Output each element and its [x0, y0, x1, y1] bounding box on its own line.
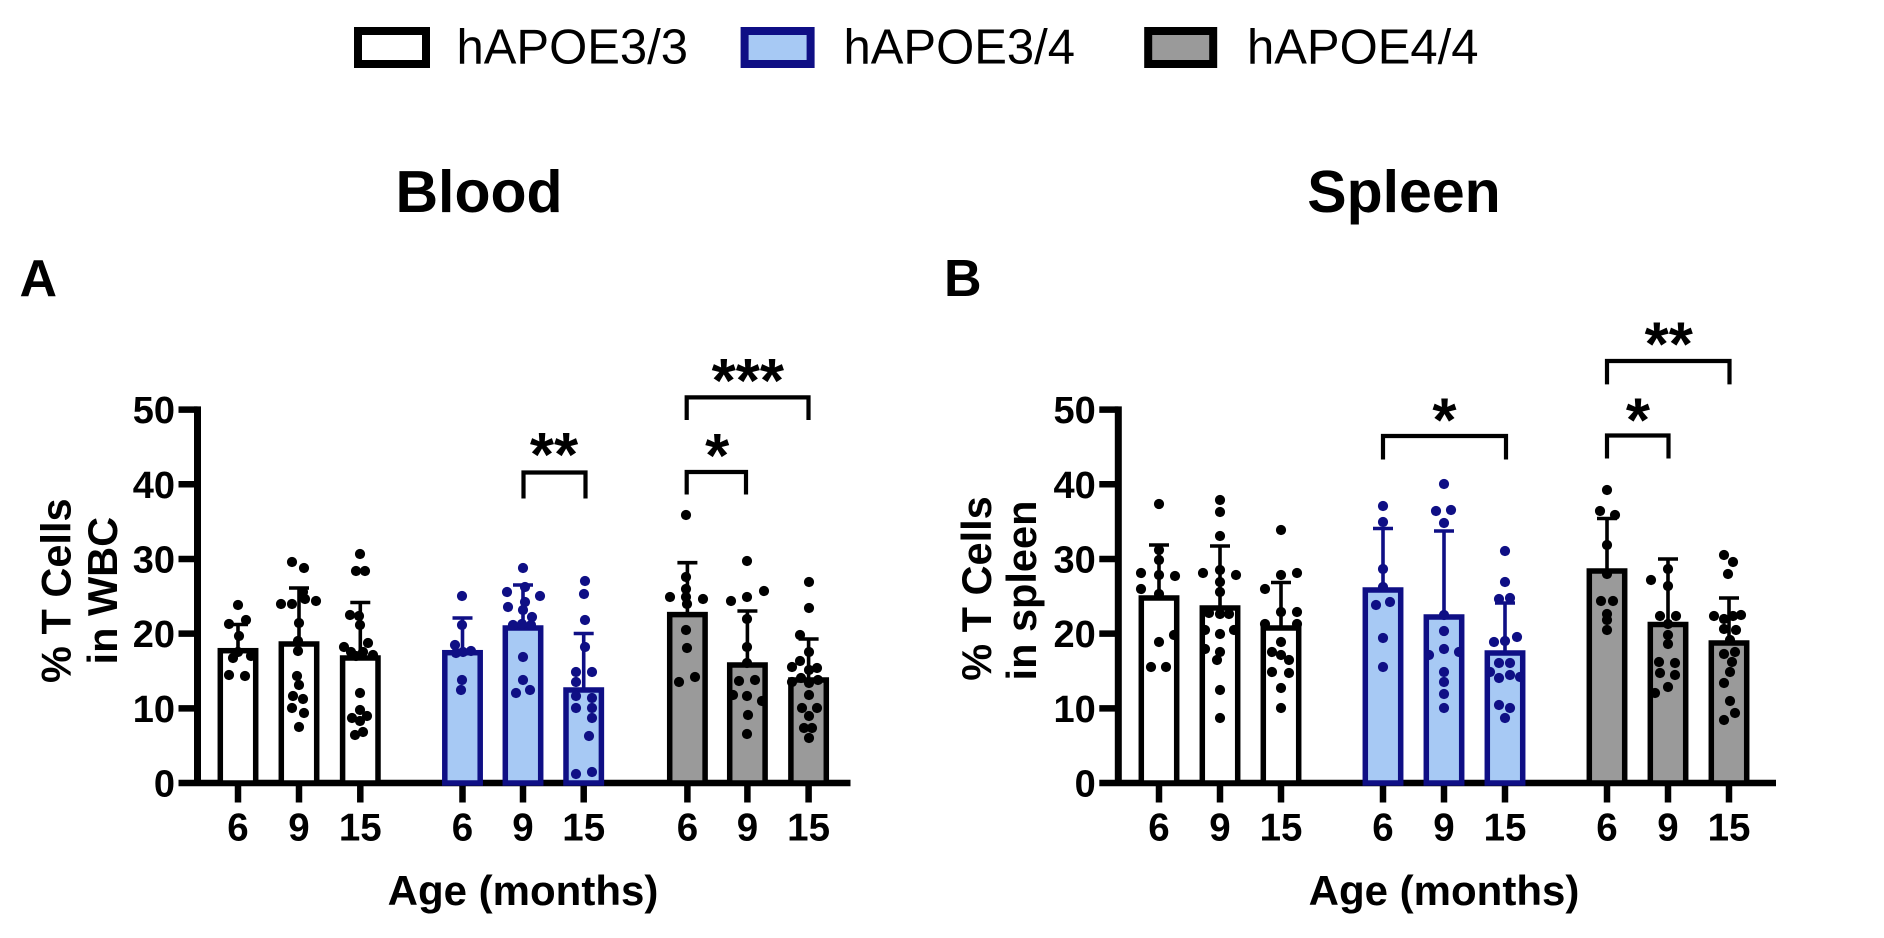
- svg-text:hAPOE3/3: hAPOE3/3: [457, 21, 689, 75]
- svg-text:9: 9: [1657, 807, 1678, 850]
- svg-text:0: 0: [1075, 764, 1096, 806]
- svg-text:40: 40: [133, 465, 175, 507]
- svg-text:9: 9: [1433, 807, 1454, 850]
- svg-text:Spleen: Spleen: [1307, 159, 1500, 225]
- svg-text:*: *: [705, 422, 730, 491]
- svg-text:20: 20: [1054, 614, 1096, 656]
- svg-text:in spleen: in spleen: [998, 501, 1045, 681]
- svg-text:9: 9: [288, 807, 309, 850]
- svg-text:**: **: [1645, 311, 1694, 380]
- svg-text:***: ***: [712, 347, 785, 416]
- svg-text:9: 9: [1209, 807, 1230, 850]
- svg-text:in WBC: in WBC: [79, 517, 126, 665]
- svg-text:10: 10: [1054, 689, 1096, 731]
- svg-text:6: 6: [452, 807, 473, 850]
- svg-text:10: 10: [133, 689, 175, 731]
- svg-text:15: 15: [787, 807, 830, 850]
- svg-text:**: **: [530, 421, 579, 490]
- svg-text:15: 15: [1260, 807, 1303, 850]
- svg-text:15: 15: [1708, 807, 1751, 850]
- svg-text:40: 40: [1054, 465, 1096, 507]
- svg-text:6: 6: [1148, 807, 1169, 850]
- svg-text:6: 6: [227, 807, 248, 850]
- svg-text:30: 30: [133, 539, 175, 581]
- svg-text:15: 15: [562, 807, 605, 850]
- svg-text:6: 6: [1596, 807, 1617, 850]
- svg-text:0: 0: [154, 764, 175, 806]
- svg-text:20: 20: [133, 614, 175, 656]
- svg-text:15: 15: [1484, 807, 1527, 850]
- svg-text:Age (months): Age (months): [388, 867, 659, 914]
- svg-text:hAPOE4/4: hAPOE4/4: [1247, 21, 1479, 75]
- svg-text:9: 9: [737, 807, 758, 850]
- svg-text:B: B: [944, 250, 982, 308]
- svg-text:6: 6: [1372, 807, 1393, 850]
- svg-text:*: *: [1432, 387, 1457, 456]
- svg-text:30: 30: [1054, 539, 1096, 581]
- svg-text:9: 9: [512, 807, 533, 850]
- svg-text:*: *: [1626, 387, 1651, 456]
- svg-text:15: 15: [339, 807, 382, 850]
- svg-text:A: A: [20, 250, 58, 308]
- svg-text:50: 50: [1054, 390, 1096, 432]
- svg-text:6: 6: [677, 807, 698, 850]
- svg-text:% T Cells: % T Cells: [32, 498, 79, 683]
- svg-text:50: 50: [133, 390, 175, 432]
- svg-text:% T Cells: % T Cells: [953, 496, 1000, 681]
- svg-text:Blood: Blood: [395, 159, 562, 225]
- svg-text:Age (months): Age (months): [1309, 867, 1580, 914]
- svg-text:hAPOE3/4: hAPOE3/4: [844, 21, 1076, 75]
